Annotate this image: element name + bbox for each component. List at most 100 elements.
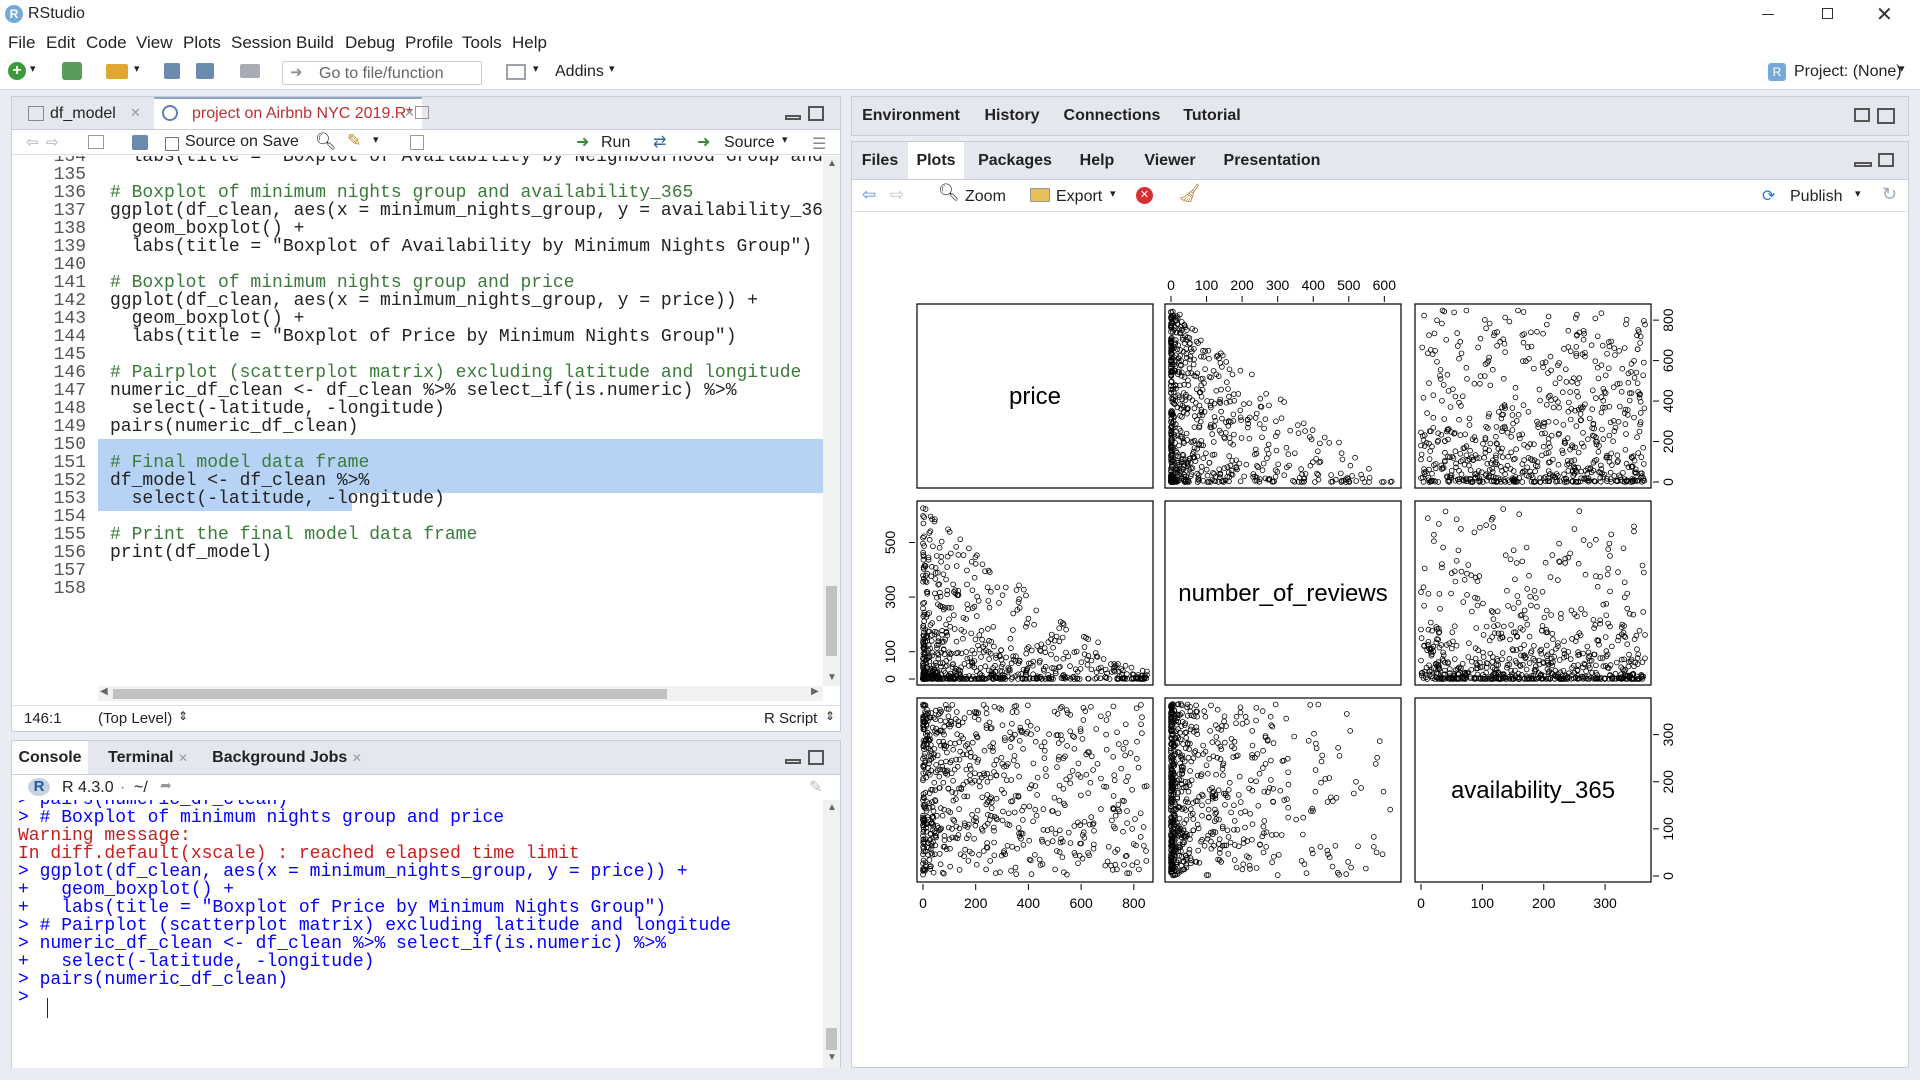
menu-profile[interactable]: Profile bbox=[405, 33, 454, 52]
remove-plot-icon[interactable]: ✕ bbox=[1136, 187, 1153, 204]
zoom-button[interactable]: Zoom bbox=[965, 188, 1006, 205]
code-area[interactable]: 134 labs(title = "Boxplot of Availabilit… bbox=[12, 156, 823, 686]
menu-view[interactable]: View bbox=[136, 33, 173, 52]
clear-console-icon[interactable]: ✎ bbox=[809, 779, 823, 796]
chevron-down-icon[interactable]: ▾ bbox=[1899, 63, 1905, 75]
new-file-icon[interactable]: + bbox=[8, 62, 26, 80]
console-vscrollbar[interactable]: ▲ ▼ bbox=[823, 800, 840, 1068]
menu-session[interactable]: Session bbox=[231, 33, 292, 52]
new-project-icon[interactable] bbox=[62, 62, 82, 80]
search-icon[interactable]: 🔍︎ bbox=[315, 132, 337, 151]
tab-connections[interactable]: Connections bbox=[1063, 107, 1161, 124]
run-arrow-icon[interactable]: ➜ bbox=[576, 134, 590, 151]
source-button[interactable]: Source bbox=[724, 134, 775, 151]
minimize-pane-icon[interactable] bbox=[785, 115, 801, 120]
chevron-down-icon[interactable]: ▾ bbox=[782, 134, 788, 146]
maximize-pane-icon[interactable] bbox=[808, 750, 824, 765]
tab-history[interactable]: History bbox=[984, 107, 1040, 124]
tab-terminal[interactable]: Terminal ✕ bbox=[107, 749, 188, 766]
refresh-icon[interactable]: ↻ bbox=[1882, 184, 1898, 204]
chevron-down-icon[interactable]: ▾ bbox=[373, 134, 379, 146]
source-arrow-icon[interactable]: ➜ bbox=[697, 134, 711, 151]
magic-wand-icon[interactable]: ✎ bbox=[347, 131, 362, 150]
tab-environment[interactable]: Environment bbox=[862, 107, 960, 124]
tab-console[interactable]: Console bbox=[12, 741, 88, 774]
back-icon[interactable]: ⇦ bbox=[26, 134, 39, 151]
show-in-window-icon[interactable] bbox=[88, 135, 104, 149]
editor-hscrollbar[interactable]: ◀ ▶ bbox=[98, 686, 823, 701]
menu-build[interactable]: Build bbox=[296, 33, 334, 52]
tab-packages[interactable]: Packages bbox=[978, 152, 1052, 169]
tab-df-model[interactable]: df_model ✕ bbox=[22, 97, 147, 129]
source-on-save-label[interactable]: Source on Save bbox=[185, 133, 299, 150]
tab-files[interactable]: Files bbox=[861, 152, 899, 169]
goto-directory-icon[interactable]: ➦ bbox=[160, 777, 172, 793]
chevron-down-icon[interactable]: ▾ bbox=[30, 63, 36, 75]
go-to-file-input[interactable]: ➜ Go to file/function bbox=[282, 61, 482, 85]
restore-icon[interactable] bbox=[1822, 8, 1833, 19]
menu-plots[interactable]: Plots bbox=[183, 33, 221, 52]
scroll-thumb[interactable] bbox=[826, 1028, 837, 1050]
restore-pane-icon[interactable] bbox=[1878, 153, 1894, 167]
close-tab-icon[interactable]: ✕ bbox=[404, 105, 415, 120]
tab-background-jobs[interactable]: Background Jobs ✕ bbox=[212, 749, 362, 766]
chevron-down-icon[interactable]: ▾ bbox=[609, 63, 615, 75]
next-plot-icon[interactable]: ⇨ bbox=[890, 185, 905, 204]
save-all-icon[interactable] bbox=[196, 63, 214, 79]
popout-icon[interactable] bbox=[415, 106, 429, 119]
scroll-up-icon[interactable]: ▲ bbox=[827, 802, 837, 813]
chevron-down-icon[interactable]: ▾ bbox=[533, 63, 539, 75]
chevron-down-icon[interactable]: ▾ bbox=[134, 63, 140, 75]
tab-plots[interactable]: Plots bbox=[908, 142, 964, 179]
project-menu[interactable]: Project: (None) bbox=[1794, 63, 1902, 80]
menu-debug[interactable]: Debug bbox=[345, 33, 396, 52]
export-button[interactable]: Export bbox=[1056, 188, 1103, 205]
run-button[interactable]: Run bbox=[601, 134, 631, 151]
maximize-pane-icon[interactable] bbox=[1877, 108, 1895, 124]
minimize-icon[interactable] bbox=[1762, 14, 1774, 15]
publish-button[interactable]: Publish bbox=[1790, 188, 1843, 205]
editor-vscrollbar[interactable]: ▲ ▼ bbox=[823, 156, 840, 686]
scroll-down-icon[interactable]: ▼ bbox=[827, 672, 837, 683]
maximize-pane-icon[interactable] bbox=[808, 106, 824, 121]
checkbox-icon[interactable] bbox=[165, 137, 179, 151]
menu-code[interactable]: Code bbox=[86, 33, 127, 52]
previous-plot-icon[interactable]: ⇦ bbox=[862, 185, 877, 204]
broom-icon[interactable]: 🧹︎ bbox=[1178, 183, 1201, 203]
save-icon[interactable] bbox=[132, 135, 148, 150]
menu-help[interactable]: Help bbox=[512, 33, 547, 52]
menu-file[interactable]: File bbox=[8, 33, 36, 52]
tab-tutorial[interactable]: Tutorial bbox=[1183, 107, 1241, 124]
forward-icon[interactable]: ⇨ bbox=[46, 134, 59, 151]
scroll-left-icon[interactable]: ◀ bbox=[100, 686, 108, 697]
scroll-thumb[interactable] bbox=[113, 689, 667, 699]
rerun-icon[interactable]: ⇄ bbox=[653, 134, 667, 151]
minimize-pane-icon[interactable] bbox=[1854, 162, 1872, 167]
working-directory[interactable]: ~/ bbox=[134, 779, 148, 796]
tab-project-script[interactable]: project on Airbnb NYC 2019.R* ✕ bbox=[154, 97, 422, 129]
chevron-down-icon[interactable]: ▾ bbox=[1855, 188, 1861, 200]
restore-pane-icon[interactable] bbox=[1854, 108, 1870, 122]
scroll-down-icon[interactable]: ▼ bbox=[827, 1052, 837, 1063]
addins-menu[interactable]: Addins bbox=[555, 63, 604, 80]
tab-viewer[interactable]: Viewer bbox=[1144, 152, 1196, 169]
scroll-up-icon[interactable]: ▲ bbox=[827, 158, 837, 169]
tab-help[interactable]: Help bbox=[1079, 152, 1115, 169]
menu-edit[interactable]: Edit bbox=[46, 33, 76, 52]
save-icon[interactable] bbox=[164, 63, 180, 79]
close-tab-icon[interactable]: ✕ bbox=[177, 751, 188, 765]
scroll-thumb[interactable] bbox=[826, 586, 837, 656]
close-tab-icon[interactable]: ✕ bbox=[351, 751, 362, 765]
chevron-down-icon[interactable]: ▾ bbox=[1110, 188, 1116, 200]
outline-icon[interactable]: ☰ bbox=[812, 136, 827, 153]
minimize-pane-icon[interactable] bbox=[785, 759, 801, 764]
close-tab-icon[interactable]: ✕ bbox=[130, 105, 141, 120]
print-icon[interactable] bbox=[240, 64, 260, 78]
menu-tools[interactable]: Tools bbox=[462, 33, 502, 52]
close-icon[interactable]: ✕ bbox=[1876, 4, 1893, 26]
filetype-selector[interactable]: R Script bbox=[764, 710, 818, 727]
scroll-right-icon[interactable]: ▶ bbox=[811, 686, 819, 697]
compile-report-icon[interactable] bbox=[410, 135, 424, 150]
open-file-icon[interactable] bbox=[106, 64, 128, 79]
grid-layout-icon[interactable] bbox=[506, 64, 526, 80]
